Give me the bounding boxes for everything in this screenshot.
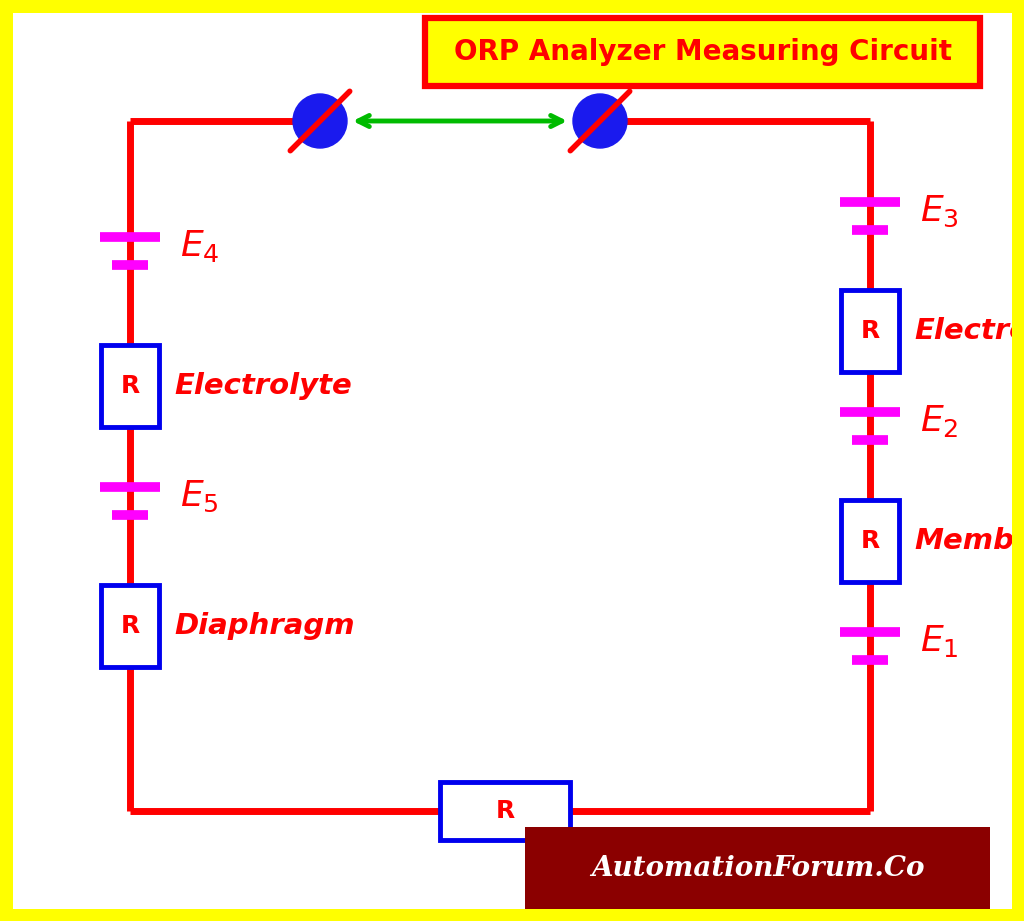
Text: AutomationForum.Co: AutomationForum.Co [591,855,925,881]
Text: ORP Analyzer Measuring Circuit: ORP Analyzer Measuring Circuit [454,38,951,66]
Bar [841,290,899,372]
Bar [425,18,980,86]
Text: R: R [860,529,880,553]
Bar [841,500,899,582]
Circle shape [573,94,627,148]
Text: Electrolyte: Electrolyte [914,317,1024,345]
Text: Membrane: Membrane [914,527,1024,555]
Text: $\mathit{E}_4$: $\mathit{E}_4$ [180,228,219,264]
Text: $\mathit{E}_T$: $\mathit{E}_T$ [444,39,496,83]
Text: $\mathit{E}_1$: $\mathit{E}_1$ [920,623,958,659]
Text: R: R [121,374,139,398]
Text: Electrolyte: Electrolyte [174,372,352,400]
Bar [440,782,570,840]
Text: R: R [121,614,139,638]
Text: R: R [496,799,515,823]
Bar [101,585,159,667]
Bar [525,827,990,909]
Text: $\mathit{E}_3$: $\mathit{E}_3$ [920,193,958,228]
Circle shape [293,94,347,148]
Text: Diaphragm: Diaphragm [174,612,354,640]
Text: R: R [860,319,880,343]
Text: $\mathit{E}_2$: $\mathit{E}_2$ [920,403,958,439]
Text: $\mathit{E}_5$: $\mathit{E}_5$ [180,478,219,514]
Bar [101,345,159,427]
